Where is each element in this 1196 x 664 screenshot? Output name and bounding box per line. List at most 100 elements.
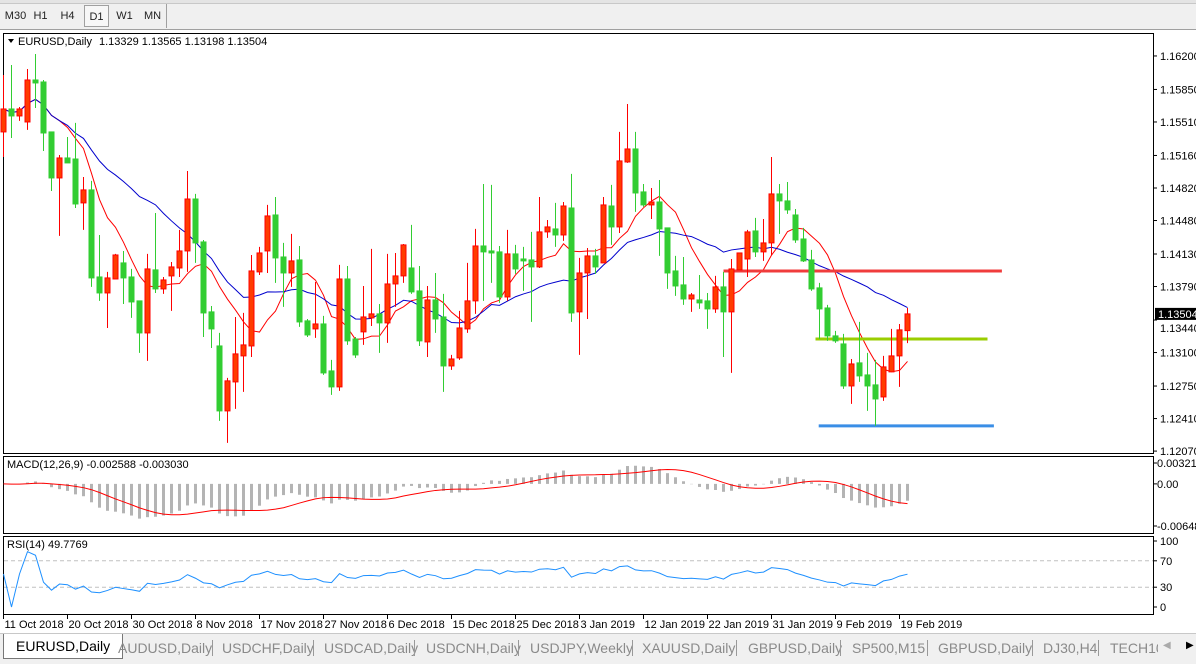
chart-tab[interactable]: GBPUSD,Daily: [748, 640, 843, 656]
candle: [848, 358, 855, 404]
chart-window[interactable]: 1.16200 1.15850 1.15510 1.15160 1.14820 1.144…: [0, 30, 1196, 633]
candle: [792, 208, 799, 243]
tab-separator: [736, 640, 737, 656]
candle: [464, 262, 471, 333]
upper-toolbar-strip: [0, 0, 1196, 4]
candle-body: [424, 299, 431, 343]
candle-body: [872, 384, 879, 400]
candle-body: [48, 131, 55, 179]
timeframe-m30-button[interactable]: M30: [4, 10, 27, 22]
candle: [488, 184, 495, 283]
candle: [816, 282, 823, 339]
candle: [368, 248, 375, 326]
candle: [360, 285, 367, 345]
candle: [624, 103, 631, 163]
candle-body: [56, 157, 63, 179]
candle: [880, 355, 887, 401]
macd-label: MACD(12,26,9) -0.002588 -0.003030: [7, 459, 189, 471]
scroll-tabs-right-icon[interactable]: ▶: [1186, 640, 1194, 651]
candle-body: [448, 358, 455, 367]
price-tick-label: 1.12750: [1160, 381, 1196, 393]
candle-body: [496, 251, 503, 298]
price-tick-label: 1.14480: [1160, 216, 1196, 228]
candle: [120, 250, 127, 304]
candle: [296, 245, 303, 327]
chart-tab[interactable]: USDCHF,Daily: [222, 640, 314, 656]
candle-body: [200, 241, 207, 314]
candle-body: [64, 157, 71, 164]
chart-tab[interactable]: DJ30,H4: [1043, 640, 1098, 656]
candle: [192, 193, 199, 263]
candle-body: [136, 300, 143, 334]
candle-body: [264, 215, 271, 252]
chart-tab[interactable]: GBPUSD,Daily: [938, 640, 1033, 656]
candle: [336, 264, 343, 391]
candle: [472, 228, 479, 314]
candle-body: [88, 189, 95, 279]
candle-body: [192, 198, 199, 244]
chart-tab[interactable]: XAUUSD,Daily: [642, 640, 736, 656]
candle-body: [8, 108, 15, 117]
chart-tab[interactable]: USDCNH,Daily: [426, 640, 521, 656]
timeframe-h1-button[interactable]: H1: [33, 10, 48, 22]
candle: [608, 184, 615, 245]
candle: [576, 257, 583, 355]
main-price-pane[interactable]: [3, 33, 1154, 454]
chart-tab[interactable]: USDCAD,Daily: [324, 640, 419, 656]
candle-body: [32, 79, 39, 84]
candle: [672, 255, 679, 296]
candle-body: [664, 227, 671, 274]
candle: [688, 292, 695, 312]
rsi-pane[interactable]: [3, 536, 1154, 615]
chart-tab[interactable]: USDJPY,Weekly: [530, 640, 633, 656]
candle: [736, 252, 743, 271]
candle-body: [184, 198, 191, 252]
candle: [40, 79, 47, 151]
macd-tick-label: -0.006485: [1157, 521, 1196, 533]
timeframe-toolbar: M30 H1 H4 D1 W1 MN: [0, 0, 1196, 30]
chart-tab[interactable]: TECH100,: [1110, 640, 1158, 656]
candle-body: [304, 320, 311, 336]
candle: [456, 310, 463, 360]
date-tick-label: 20 Oct 2018: [69, 619, 129, 631]
candle: [104, 271, 111, 328]
candle-body: [256, 252, 263, 273]
candle-body: [408, 267, 415, 293]
candle-body: [168, 266, 175, 277]
candle: [720, 271, 727, 357]
candle-body: [720, 286, 727, 313]
timeframe-w1-button[interactable]: W1: [116, 10, 133, 22]
candle: [80, 176, 87, 230]
candle-body: [72, 158, 79, 205]
candle: [112, 253, 119, 280]
chart-tab[interactable]: EURUSD,Daily: [3, 634, 124, 659]
macd-signal-line: [3, 468, 908, 516]
chart-tab[interactable]: SP500,M15: [852, 640, 926, 656]
candle: [528, 231, 535, 322]
tab-separator: [927, 640, 928, 656]
candle: [16, 106, 23, 121]
candle-body: [336, 278, 343, 388]
scroll-tabs-left-icon[interactable]: ◀: [1163, 640, 1171, 651]
price-tick-label: 1.12070: [1160, 446, 1196, 458]
chart-tab[interactable]: AUDUSD,Daily: [118, 640, 213, 656]
candle: [304, 318, 311, 337]
price-tick-label: 1.15160: [1160, 150, 1196, 162]
timeframe-mn-button[interactable]: MN: [143, 10, 162, 22]
candle: [536, 196, 543, 268]
timeframe-h4-button[interactable]: H4: [60, 10, 75, 22]
candle: [224, 377, 231, 443]
candle: [760, 218, 767, 261]
candle-body: [368, 313, 375, 319]
candle: [32, 53, 39, 109]
candle: [704, 292, 711, 329]
candle-body: [648, 201, 655, 206]
timeframe-d1-button[interactable]: D1: [84, 5, 109, 27]
candle-body: [632, 148, 639, 194]
candle-body: [800, 238, 807, 262]
price-tick-label: 1.16200: [1160, 51, 1196, 63]
tab-separator: [414, 640, 415, 656]
candle: [184, 170, 191, 272]
triangle-down-icon[interactable]: [8, 39, 14, 43]
candle-body: [112, 254, 119, 280]
